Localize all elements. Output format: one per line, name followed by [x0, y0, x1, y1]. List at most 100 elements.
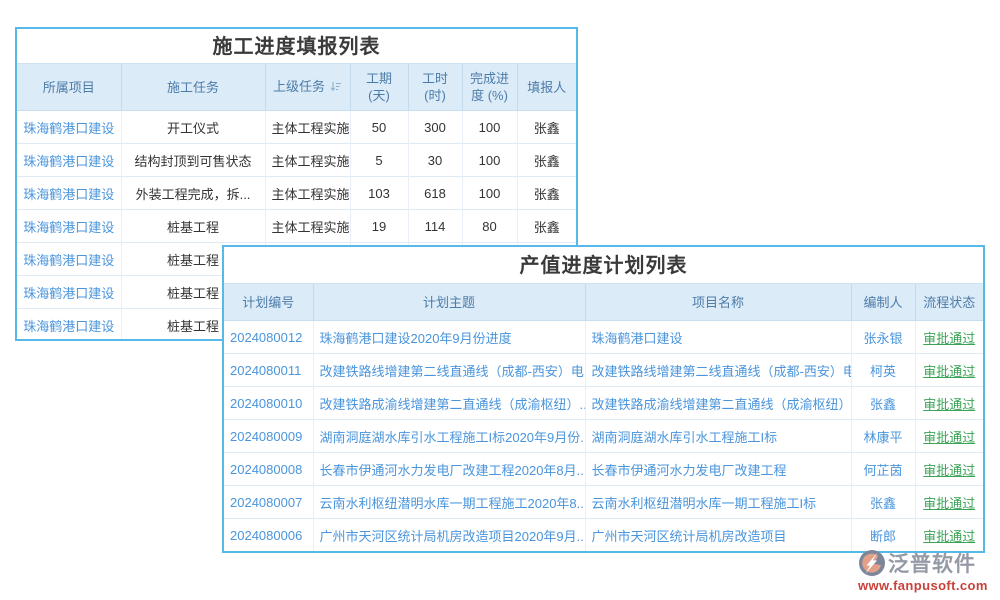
flow-status-cell[interactable]: 审批通过 — [914, 353, 983, 387]
work-hours-header: 工时 (时) — [407, 63, 462, 111]
project-name-link[interactable]: 改建铁路线增建第二线直通线（成都-西安）电... — [591, 363, 852, 379]
plan-subject-link[interactable]: 改建铁路线增建第二线直通线（成都-西安）电... — [319, 363, 586, 379]
project-cell[interactable]: 珠海鹤港口建设 — [17, 242, 121, 276]
progress-percent-header: 完成进度 (%) — [461, 63, 517, 111]
vendor-url[interactable]: www.fanpusoft.com — [858, 578, 988, 593]
task-text: 桩基工程 — [166, 252, 219, 268]
flow-status-cell[interactable]: 审批通过 — [914, 485, 983, 519]
project-link[interactable]: 珠海鹤港口建设 — [23, 186, 115, 202]
flow-status-cell[interactable]: 审批通过 — [914, 452, 983, 486]
plan-no-cell[interactable]: 2024080008 — [224, 452, 313, 486]
compiler-link[interactable]: 张鑫 — [869, 495, 896, 511]
work-hours-cell: 30 — [407, 143, 462, 177]
table-row: 2024080007 云南水利枢纽潜明水库一期工程施工2020年8... 云南水利枢… — [224, 485, 983, 519]
plan-subject-cell[interactable]: 珠海鹤港口建设2020年9月份进度 — [312, 320, 585, 354]
project-name-cell[interactable]: 云南水利枢纽潜明水库一期工程施工I标 — [584, 485, 851, 519]
plan-no-cell[interactable]: 2024080006 — [224, 518, 313, 551]
duration-days-text: 50 — [371, 119, 387, 135]
plan-no-link[interactable]: 2024080011 — [230, 362, 302, 378]
plan-subject-cell[interactable]: 改建铁路成渝线增建第二直通线（成渝枢纽）... — [312, 386, 586, 420]
plan-subject-cell[interactable]: 改建铁路线增建第二线直通线（成都-西安）电... — [312, 353, 586, 387]
reporter-cell: 张鑫 — [516, 143, 576, 177]
column-header-label: 上级任务 — [272, 79, 325, 94]
project-name-cell[interactable]: 广州市天河区统计局机房改造项目 — [584, 518, 851, 551]
project-cell[interactable]: 珠海鹤港口建设 — [17, 143, 121, 177]
flow-status-cell[interactable]: 审批通过 — [914, 386, 983, 420]
flow-status-link[interactable]: 审批通过 — [923, 462, 976, 478]
construction-progress-table: 所属项目 施工任务 上级任务 工期 (天) 工时 (时) 完成进度 (%) 填报人 珠海鹤港… — [17, 63, 576, 339]
project-name-link[interactable]: 云南水利枢纽潜明水库一期工程施工I标 — [591, 495, 817, 511]
compiler-link[interactable]: 张鑫 — [869, 396, 896, 412]
plan-no-link[interactable]: 2024080008 — [230, 461, 303, 477]
compiler-link[interactable]: 张永银 — [863, 330, 903, 346]
duration-days-cell: 5 — [349, 143, 408, 177]
project-cell[interactable]: 珠海鹤港口建设 — [17, 275, 121, 309]
project-name-link[interactable]: 珠海鹤港口建设 — [591, 330, 683, 346]
plan-subject-link[interactable]: 湖南洞庭湖水库引水工程施工I标2020年9月份... — [319, 429, 586, 445]
project-cell[interactable]: 珠海鹤港口建设 — [17, 308, 121, 339]
compiler-cell[interactable]: 林康平 — [850, 419, 915, 453]
compiler-cell[interactable]: 张鑫 — [850, 386, 915, 420]
plan-subject-link[interactable]: 云南水利枢纽潜明水库一期工程施工2020年8... — [319, 495, 586, 511]
plan-no-link[interactable]: 2024080009 — [230, 428, 303, 444]
parent-task-header[interactable]: 上级任务 — [264, 63, 350, 111]
project-name-cell[interactable]: 珠海鹤港口建设 — [584, 320, 851, 354]
project-name-link[interactable]: 广州市天河区统计局机房改造项目 — [591, 528, 787, 544]
project-name-cell[interactable]: 长春市伊通河水力发电厂改建工程 — [584, 452, 851, 486]
compiler-cell[interactable]: 柯英 — [850, 353, 915, 387]
project-cell[interactable]: 珠海鹤港口建设 — [17, 209, 121, 243]
plan-subject-link[interactable]: 改建铁路成渝线增建第二直通线（成渝枢纽）... — [319, 396, 586, 412]
plan-subject-link[interactable]: 广州市天河区统计局机房改造项目2020年9月... — [319, 528, 586, 544]
flow-status-link[interactable]: 审批通过 — [923, 429, 976, 445]
flow-status-link[interactable]: 审批通过 — [923, 396, 976, 412]
compiler-cell[interactable]: 张永银 — [850, 320, 915, 354]
plan-no-cell[interactable]: 2024080012 — [224, 321, 313, 354]
compiler-link[interactable]: 柯英 — [869, 363, 896, 379]
plan-subject-link[interactable]: 珠海鹤港口建设2020年9月份进度 — [319, 330, 512, 346]
flow-status-cell[interactable]: 审批通过 — [914, 419, 983, 453]
plan-no-link[interactable]: 2024080006 — [230, 527, 303, 543]
project-cell[interactable]: 珠海鹤港口建设 — [17, 111, 121, 144]
flow-status-link[interactable]: 审批通过 — [923, 528, 976, 544]
compiler-link[interactable]: 林康平 — [863, 429, 903, 445]
project-link[interactable]: 珠海鹤港口建设 — [23, 153, 115, 169]
plan-no-cell[interactable]: 2024080011 — [224, 353, 313, 387]
plan-no-link[interactable]: 2024080007 — [230, 494, 303, 510]
project-link[interactable]: 珠海鹤港口建设 — [23, 252, 115, 268]
compiler-cell[interactable]: 断郎 — [850, 518, 915, 551]
flow-status-cell[interactable]: 审批通过 — [914, 320, 983, 354]
plan-subject-cell[interactable]: 广州市天河区统计局机房改造项目2020年9月... — [312, 518, 586, 551]
project-name-link[interactable]: 改建铁路成渝线增建第二直通线（成渝枢纽）... — [591, 396, 852, 412]
project-cell[interactable]: 珠海鹤港口建设 — [17, 176, 121, 210]
project-link[interactable]: 珠海鹤港口建设 — [23, 285, 115, 301]
plan-subject-cell[interactable]: 长春市伊通河水力发电厂改建工程2020年8月... — [312, 452, 586, 486]
project-link[interactable]: 珠海鹤港口建设 — [23, 120, 115, 136]
flow-status-link[interactable]: 审批通过 — [923, 363, 976, 379]
compiler-cell[interactable]: 何芷茵 — [850, 452, 915, 486]
compiler-link[interactable]: 断郎 — [869, 528, 896, 544]
plan-subject-cell[interactable]: 云南水利枢纽潜明水库一期工程施工2020年8... — [312, 485, 586, 519]
plan-no-link[interactable]: 2024080012 — [230, 329, 303, 345]
flow-status-cell[interactable]: 审批通过 — [914, 518, 983, 551]
project-link[interactable]: 珠海鹤港口建设 — [23, 318, 115, 334]
plan-no-cell[interactable]: 2024080009 — [224, 419, 313, 453]
project-name-link[interactable]: 湖南洞庭湖水库引水工程施工I标 — [591, 429, 778, 445]
compiler-cell[interactable]: 张鑫 — [850, 485, 915, 519]
flow-status-link[interactable]: 审批通过 — [923, 495, 976, 511]
plan-subject-link[interactable]: 长春市伊通河水力发电厂改建工程2020年8月... — [319, 462, 586, 478]
table-row: 珠海鹤港口建设 开工仪式 主体工程实施 50 300 100 张鑫 — [17, 110, 576, 144]
project-name-link[interactable]: 长春市伊通河水力发电厂改建工程 — [591, 462, 787, 478]
plan-no-cell[interactable]: 2024080010 — [224, 386, 313, 420]
plan-no-cell[interactable]: 2024080007 — [224, 485, 313, 519]
project-name-cell[interactable]: 改建铁路成渝线增建第二直通线（成渝枢纽）... — [584, 386, 852, 420]
compiler-link[interactable]: 何芷茵 — [863, 462, 903, 478]
flow-status-link[interactable]: 审批通过 — [923, 330, 976, 346]
project-name-cell[interactable]: 湖南洞庭湖水库引水工程施工I标 — [584, 419, 851, 453]
plan-subject-cell[interactable]: 湖南洞庭湖水库引水工程施工I标2020年9月份... — [312, 419, 586, 453]
project-name-cell[interactable]: 改建铁路线增建第二线直通线（成都-西安）电... — [584, 353, 852, 387]
project-link[interactable]: 珠海鹤港口建设 — [23, 219, 115, 235]
column-header-label: 工期 (天) — [365, 71, 392, 103]
task-text: 开工仪式 — [166, 120, 219, 136]
plan-no-link[interactable]: 2024080010 — [230, 395, 303, 411]
sort-icon[interactable] — [330, 79, 342, 96]
